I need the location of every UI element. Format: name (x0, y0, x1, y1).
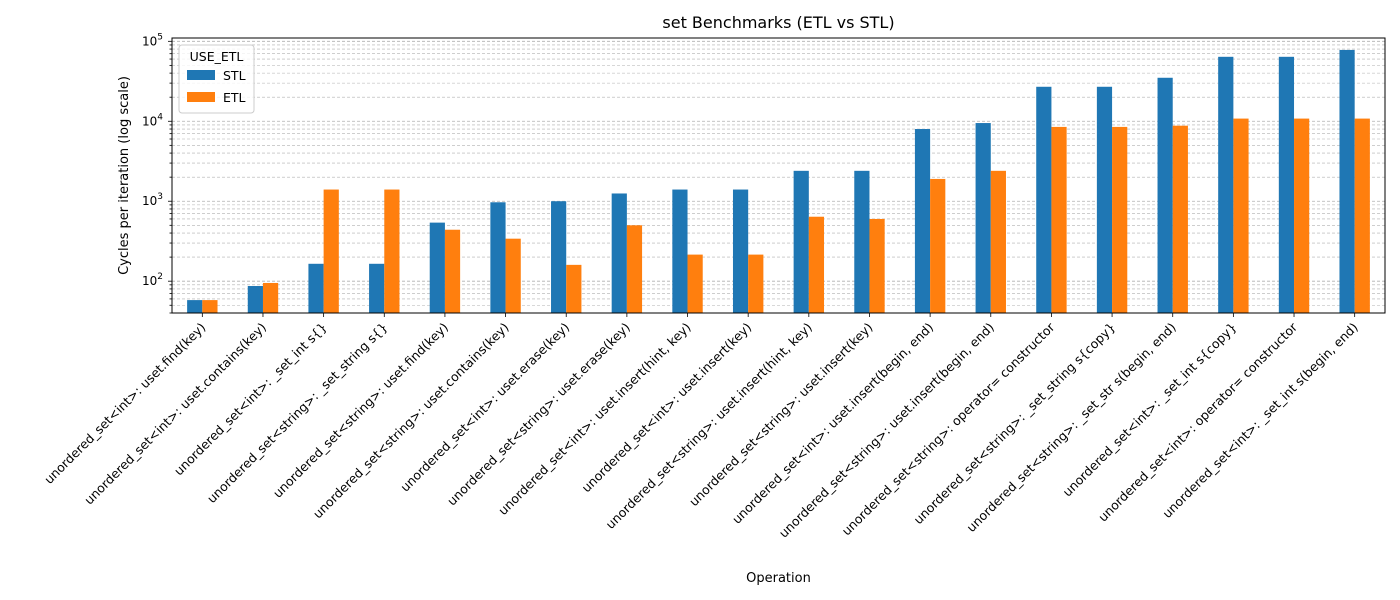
bar-etl (1233, 118, 1249, 313)
bar-etl (990, 170, 1006, 313)
bar-stl (1096, 86, 1113, 313)
x-tick-label: unordered_set<string>: _set_str s(begin,… (963, 320, 1178, 535)
y-tick-label: 104 (142, 112, 163, 128)
bar-stl (187, 300, 203, 313)
y-axis-label: Cycles per iteration (log scale) (117, 76, 132, 275)
bar-stl (611, 193, 627, 313)
bar-etl (566, 264, 582, 313)
bar-stl (551, 201, 567, 313)
x-tick-label: unordered_set<string>: uset.insert(hint,… (603, 320, 815, 532)
bars (187, 49, 1370, 314)
bar-stl (672, 189, 688, 313)
bar-etl (930, 178, 946, 313)
y-axis: 102 103 104 105 (142, 32, 172, 314)
grid-lines (172, 40, 1385, 314)
legend-label-etl: ETL (223, 90, 246, 105)
bar-etl (1051, 126, 1067, 314)
bar-stl (1339, 49, 1355, 314)
plot-frame (171, 37, 1386, 314)
y-tick-label: 103 (142, 192, 163, 208)
x-axis: unordered_set<int>: uset.find(key)unorde… (41, 313, 1361, 541)
bar-etl (444, 229, 461, 313)
bar-stl (308, 263, 324, 313)
bar-etl (808, 216, 825, 313)
bar-stl (732, 189, 749, 313)
x-axis-label: Operation (746, 571, 811, 586)
y-tick-label: 102 (142, 272, 163, 288)
bar-etl (262, 282, 279, 313)
bar-stl (247, 286, 263, 313)
bar-stl (369, 263, 385, 313)
bar-stl (1218, 56, 1234, 313)
bar-stl (1278, 56, 1295, 313)
bar-etl (202, 300, 218, 313)
chart-title: set Benchmarks (ETL vs STL) (662, 13, 894, 32)
bar-etl (626, 225, 643, 313)
legend-swatch-etl (187, 92, 215, 102)
x-tick-label: unordered_set<string>: _set_string s{cop… (911, 320, 1119, 528)
bar-etl (505, 238, 521, 313)
y-tick-label: 105 (142, 32, 163, 48)
x-tick-label: unordered_set<string>: uset.insert(begin… (776, 320, 997, 541)
legend: USE_ETL STL ETL (178, 44, 255, 114)
bar-stl (490, 202, 506, 313)
x-tick-label: unordered_set<string>: operator= constru… (839, 319, 1059, 539)
bar-stl (854, 170, 870, 313)
bar-stl (1036, 86, 1052, 313)
legend-label-stl: STL (223, 68, 246, 83)
bar-etl (1294, 118, 1310, 313)
legend-swatch-stl (187, 70, 215, 80)
bar-etl (1354, 118, 1370, 313)
bar-stl (914, 129, 931, 313)
bar-etl (748, 254, 764, 313)
bar-etl (687, 254, 703, 313)
bar-stl (793, 170, 809, 313)
bar-etl (323, 189, 339, 313)
bar-stl (1157, 77, 1173, 313)
bar-etl (384, 189, 400, 313)
bar-etl (1172, 125, 1188, 313)
bar-etl (869, 218, 885, 313)
legend-title: USE_ETL (190, 49, 244, 64)
bar-stl (975, 123, 991, 313)
bar-etl (1112, 126, 1128, 314)
bar-stl (429, 222, 445, 313)
